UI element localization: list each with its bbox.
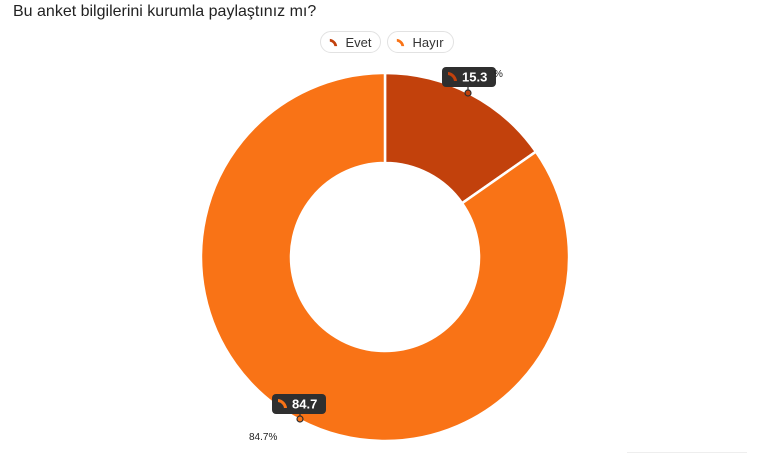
legend-item-evet[interactable]: Evet <box>320 31 382 53</box>
anchor-dot-0 <box>464 89 472 97</box>
legend-item-hayir[interactable]: Hayır <box>387 31 454 53</box>
scroll-edge <box>627 452 747 457</box>
chart-legend: Evet Hayır <box>0 31 774 53</box>
tooltip-value-0: 15.3 <box>462 70 487 85</box>
legend-label-hayir: Hayır <box>412 34 444 50</box>
slice-icon <box>278 399 287 408</box>
percent-label-0: % <box>494 69 503 80</box>
tooltip-value-1: 84.7 <box>292 397 317 412</box>
slice-icon <box>330 38 338 46</box>
slice-tooltip-0: 15.3 <box>442 67 496 97</box>
slice-tooltip-1: 84.7 <box>272 394 326 423</box>
pie-slice-1[interactable] <box>199 71 571 443</box>
slice-icon <box>397 38 405 46</box>
legend-label-evet: Evet <box>345 34 372 50</box>
chart-title: Bu anket bilgilerini kurumla paylaştınız… <box>13 3 317 20</box>
slice-icon <box>448 72 457 81</box>
percent-label-1: 84.7% <box>249 432 277 443</box>
anchor-dot-1 <box>296 415 304 423</box>
